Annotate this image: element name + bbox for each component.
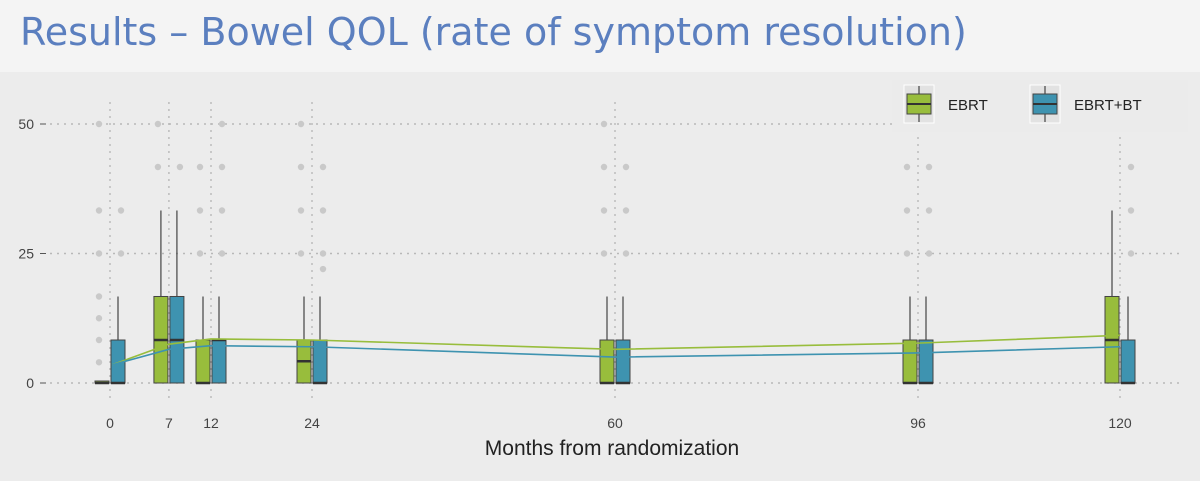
outlier-point bbox=[600, 207, 608, 214]
ebrt-trend-line bbox=[111, 334, 1121, 366]
ebrt-box bbox=[599, 339, 615, 384]
outlier-point bbox=[903, 250, 911, 257]
slide-title: Results – Bowel QOL (rate of symptom res… bbox=[20, 10, 967, 54]
x-tick-label: 120 bbox=[1108, 415, 1132, 431]
outlier-point bbox=[218, 120, 226, 128]
box-series bbox=[94, 210, 1136, 385]
grid-lines bbox=[50, 102, 1180, 398]
x-tick-label: 0 bbox=[106, 415, 114, 431]
x-tick-label: 7 bbox=[165, 415, 173, 431]
x-tick-label: 12 bbox=[203, 415, 219, 431]
outlier-point bbox=[622, 250, 630, 257]
outlier-point bbox=[1127, 250, 1135, 257]
x-tick-label: 24 bbox=[304, 415, 320, 431]
outlier-point bbox=[95, 120, 103, 128]
outlier-point bbox=[297, 250, 305, 257]
outlier-point bbox=[297, 207, 305, 214]
trend-lines bbox=[111, 334, 1121, 366]
outlier-point bbox=[117, 250, 125, 257]
outlier-point bbox=[903, 207, 911, 214]
outlier-point bbox=[95, 250, 103, 257]
outlier-point bbox=[218, 163, 226, 171]
legend-item-ebrt-bt: EBRT+BT bbox=[1029, 84, 1142, 124]
outlier-point bbox=[925, 207, 933, 214]
chart-area: 0 25 50 0 7 12 24 60 96 120 Months from randomiza… bbox=[0, 72, 1200, 481]
outlier-point bbox=[319, 265, 327, 273]
y-tick-label: 25 bbox=[18, 246, 34, 262]
outlier-point bbox=[218, 250, 226, 257]
legend: EBRT EBRT+BT bbox=[892, 80, 1188, 132]
outlier-point bbox=[903, 163, 911, 171]
outlier-point bbox=[196, 250, 204, 257]
outlier-point bbox=[196, 207, 204, 214]
outlier-point bbox=[95, 359, 103, 366]
ebrt-bt-box bbox=[615, 339, 631, 384]
outlier-point bbox=[154, 120, 162, 128]
outlier-point bbox=[154, 163, 162, 171]
outlier-point bbox=[600, 250, 608, 257]
ebrt-bt-box bbox=[1120, 339, 1136, 384]
legend-item-ebrt: EBRT bbox=[903, 84, 988, 124]
outlier-point bbox=[1127, 207, 1135, 214]
outlier-point bbox=[196, 163, 204, 171]
legend-label: EBRT+BT bbox=[1074, 97, 1142, 114]
outlier-point bbox=[95, 293, 103, 300]
y-tick-label: 50 bbox=[18, 116, 34, 132]
outlier-point bbox=[925, 250, 933, 257]
outlier-point bbox=[600, 120, 608, 128]
x-tick-label: 60 bbox=[607, 415, 623, 431]
outlier-point bbox=[319, 250, 327, 257]
y-tick-label: 0 bbox=[26, 375, 34, 391]
outlier-point bbox=[622, 207, 630, 214]
outlier-point bbox=[297, 120, 305, 128]
outlier-point bbox=[218, 207, 226, 214]
box-plot-chart: 0 25 50 0 7 12 24 60 96 120 Months from randomiza… bbox=[18, 80, 1188, 460]
ebrt-box bbox=[902, 339, 918, 384]
ebrt-bt-trend-line bbox=[111, 344, 1121, 366]
legend-label: EBRT bbox=[948, 97, 988, 114]
outlier-point bbox=[95, 207, 103, 214]
ebrt-bt-box bbox=[918, 339, 934, 384]
outlier-point bbox=[176, 163, 184, 171]
outlier-point bbox=[622, 163, 630, 171]
axes: 0 25 50 0 7 12 24 60 96 120 bbox=[18, 116, 1131, 431]
outlier-point bbox=[1127, 163, 1135, 171]
outlier-point bbox=[117, 207, 125, 214]
outlier-point bbox=[95, 315, 103, 322]
outlier-point bbox=[297, 163, 305, 171]
outlier-point bbox=[600, 163, 608, 171]
outlier-point bbox=[319, 163, 327, 171]
outlier-point bbox=[95, 336, 103, 344]
x-tick-label: 96 bbox=[910, 415, 926, 431]
x-axis-title: Months from randomization bbox=[485, 437, 739, 460]
outlier-point bbox=[925, 163, 933, 171]
outlier-point bbox=[319, 207, 327, 214]
